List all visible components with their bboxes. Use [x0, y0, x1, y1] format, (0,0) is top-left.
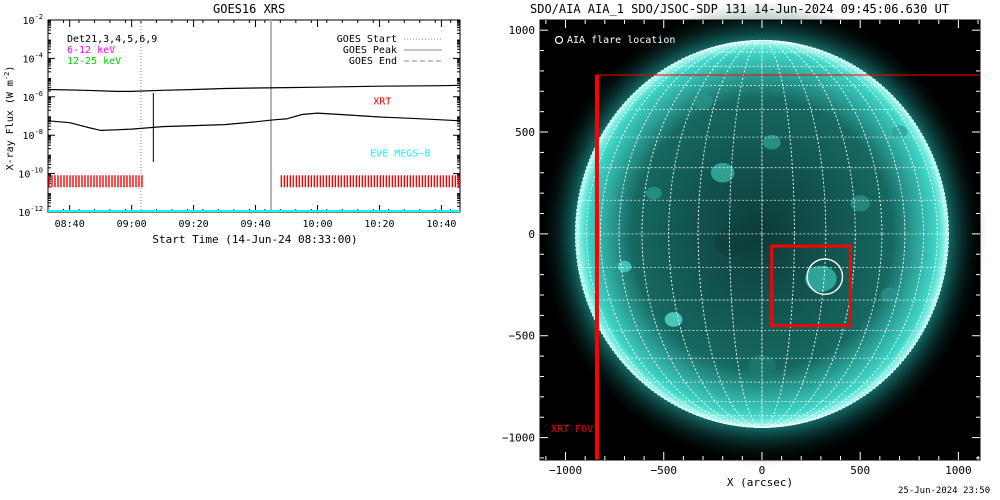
y-tick-mantissa: 10 — [18, 208, 30, 219]
y-tick-mantissa: 10 — [23, 131, 35, 142]
solar-limb — [574, 39, 950, 428]
xrt-fov-box — [596, 74, 981, 461]
longitude-line — [697, 39, 827, 428]
solar-active-region — [664, 312, 683, 327]
longitude-line — [668, 39, 856, 428]
aia-x-tick-label: 500 — [850, 464, 870, 477]
solar-corona — [538, 1, 986, 467]
y-tick-label: 10-6 — [23, 90, 43, 104]
longitude-line — [697, 39, 827, 428]
goes-plot-title: GOES16 XRS — [213, 2, 286, 16]
aia-y-tick-label: −500 — [509, 330, 536, 343]
solar-active-region — [891, 125, 908, 139]
longitude-line — [729, 39, 795, 428]
aia-x-tick-label: −500 — [651, 464, 678, 477]
aia-y-tick-label: 1000 — [509, 24, 536, 37]
solar-disk — [575, 40, 949, 428]
aia-x-tick-label: −1000 — [549, 464, 582, 477]
solar-active-region — [714, 227, 751, 257]
longitude-line — [641, 39, 883, 428]
solar-active-region — [646, 186, 662, 200]
longitude-line — [618, 39, 906, 428]
aia-y-tick-label: 0 — [528, 228, 535, 241]
legend-entry: GOES Start — [337, 34, 397, 45]
aia-image-background — [540, 20, 980, 460]
x-tick-label: 09:20 — [179, 219, 209, 230]
aia-y-tick-label: 500 — [515, 126, 535, 139]
aia-y-tick-label: −1000 — [502, 432, 535, 445]
solar-active-region — [617, 260, 632, 273]
legend-entry: Det21,3,4,5,6,9 — [67, 34, 157, 45]
xrt-observation-window — [48, 175, 143, 188]
x-tick-label: 10:40 — [426, 219, 456, 230]
y-tick-label: 10-10 — [18, 167, 43, 181]
aia-x-axis-label: X (arcsec) — [727, 476, 793, 489]
series-label: XRT — [373, 96, 391, 107]
flare-legend-marker — [554, 35, 564, 45]
flux-series-line — [47, 84, 461, 93]
y-tick-label: 10-8 — [23, 128, 43, 142]
solar-active-region — [748, 354, 776, 378]
solar-active-region — [710, 163, 735, 183]
legend-entry: GOES End — [349, 56, 397, 67]
longitude-line — [577, 39, 947, 428]
legend-entry: 12-25 keV — [67, 56, 121, 67]
heliographic-grid — [575, 39, 949, 428]
y-tick-exponent: -6 — [35, 90, 43, 98]
longitude-line — [577, 39, 947, 428]
y-tick-mantissa: 10 — [23, 16, 35, 27]
longitude-line — [668, 39, 856, 428]
y-tick-label: 10-2 — [23, 13, 43, 27]
xrt-fov-label: XRT FOV — [551, 424, 593, 435]
y-tick-exponent: -10 — [30, 167, 43, 175]
x-tick-label: 08:40 — [55, 219, 85, 230]
x-tick-label: 09:00 — [117, 219, 147, 230]
x-tick-label: 09:40 — [240, 219, 270, 230]
y-tick-exponent: -12 — [30, 205, 43, 213]
solar-active-region — [805, 265, 837, 292]
flux-series-line — [47, 112, 461, 132]
aia-x-tick-label: 0 — [759, 464, 766, 477]
longitude-line — [586, 39, 938, 428]
x-axis-label: Start Time (14-Jun-24 08:33:00) — [152, 233, 357, 246]
legend-entry: 6-12 keV — [67, 45, 115, 56]
solar-features — [617, 93, 908, 378]
flare-legend-label: AIA flare location — [567, 35, 675, 46]
y-tick-exponent: -4 — [35, 51, 43, 59]
longitude-line — [729, 39, 795, 428]
series-label: EVE MEGS-B — [370, 148, 430, 159]
y-tick-label: 10-4 — [23, 51, 43, 65]
goes-plot-frame — [47, 19, 461, 213]
plot-timestamp: 25-Jun-2024 23:50 — [898, 486, 991, 496]
aia-image-title: SDO/AIA AIA_1 SDO/JSOC-SDP 131 14-Jun-20… — [530, 2, 950, 16]
longitude-line — [618, 39, 906, 428]
solar-active-region — [850, 195, 871, 212]
x-tick-label: 10:00 — [302, 219, 332, 230]
longitude-line — [641, 39, 883, 428]
y-tick-exponent: -8 — [35, 128, 43, 136]
y-tick-label: 10-12 — [18, 205, 43, 219]
y-tick-mantissa: 10 — [23, 93, 35, 104]
solar-active-region — [762, 134, 781, 150]
aia-plot-frame — [539, 19, 981, 461]
solar-active-region — [693, 93, 713, 110]
longitude-line — [599, 39, 924, 428]
xrt-zoom-box — [770, 244, 852, 328]
y-axis-label: X-ray Flux (W m-2) — [3, 66, 16, 171]
y-tick-exponent: -2 — [35, 13, 43, 21]
aia-x-tick-label: 1000 — [945, 464, 972, 477]
xrt-observation-window — [280, 175, 460, 188]
legend-entry: GOES Peak — [343, 45, 397, 56]
y-tick-mantissa: 10 — [23, 54, 35, 65]
x-tick-label: 10:20 — [364, 219, 394, 230]
longitude-line — [599, 39, 924, 428]
y-tick-mantissa: 10 — [18, 170, 30, 181]
solar-active-region — [880, 287, 899, 303]
longitude-line — [586, 39, 938, 428]
aia-flare-marker — [806, 258, 844, 296]
